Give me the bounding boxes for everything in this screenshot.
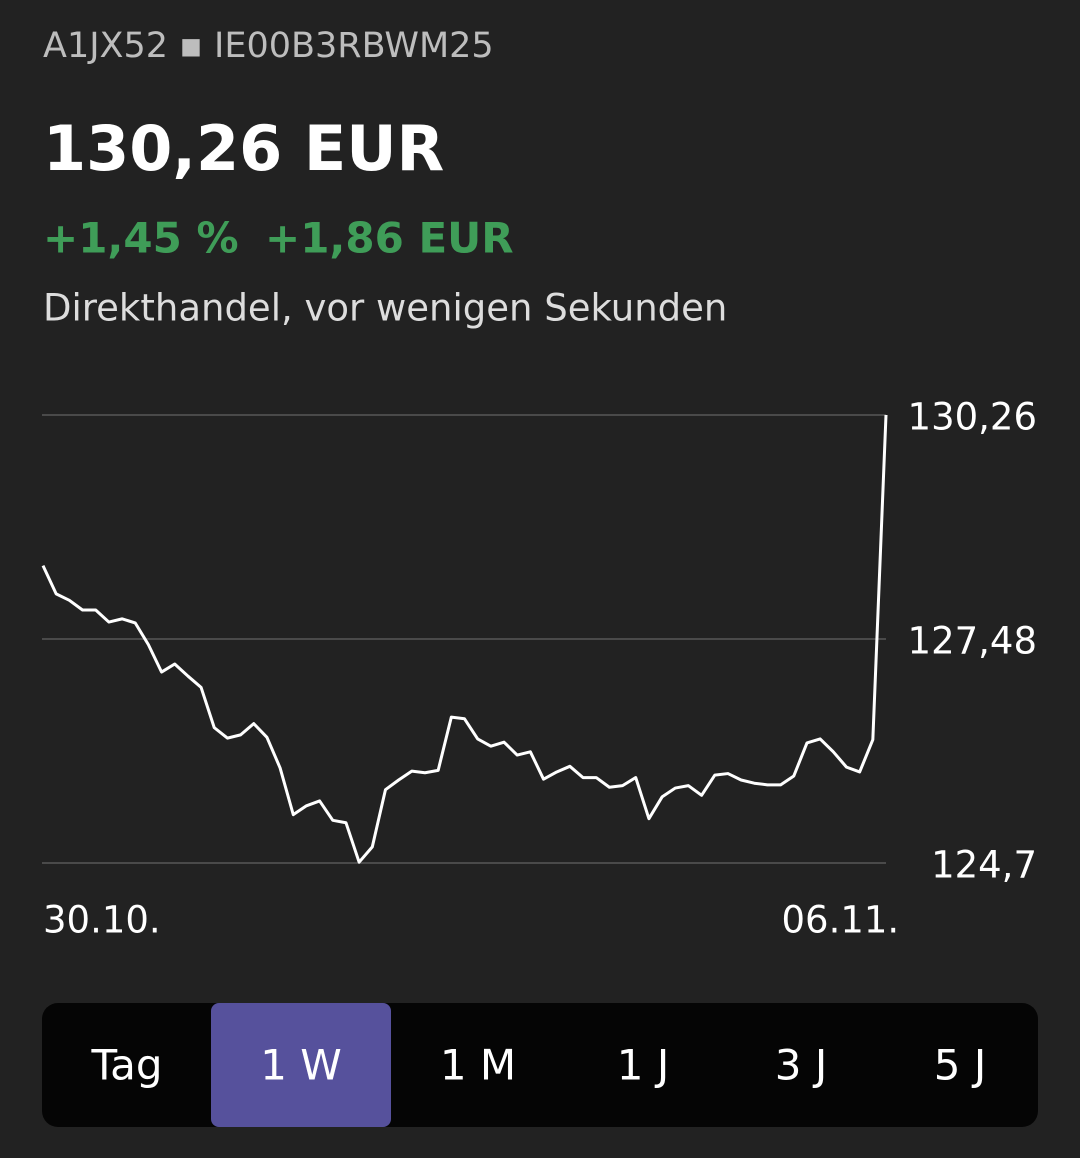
change-absolute: +1,86 EUR <box>265 214 514 263</box>
y-tick-label: 127,48 <box>908 620 1037 663</box>
y-tick-label: 130,26 <box>908 396 1037 439</box>
tab-label[interactable]: 1 J <box>617 1041 669 1090</box>
x-tick-label: 30.10. <box>43 899 161 942</box>
x-tick-label: 06.11. <box>781 899 899 942</box>
change-percent: +1,45 % <box>43 214 239 263</box>
tab-label[interactable]: 3 J <box>775 1041 827 1090</box>
y-tick-label: 124,7 <box>931 844 1037 887</box>
tab-selected[interactable] <box>211 1003 391 1127</box>
tab-label[interactable]: Tag <box>90 1041 162 1090</box>
tab-label[interactable]: 1 W <box>260 1041 342 1090</box>
tab-label[interactable]: 5 J <box>934 1041 986 1090</box>
security-id: A1JX52 ▪ IE00B3RBWM25 <box>43 26 494 66</box>
tab-label[interactable]: 1 M <box>440 1041 516 1090</box>
price-line <box>41 414 888 864</box>
price: 130,26 EUR <box>43 112 444 185</box>
trade-note: Direkthandel, vor wenigen Sekunden <box>43 287 727 330</box>
tab-bar <box>42 1003 1038 1127</box>
